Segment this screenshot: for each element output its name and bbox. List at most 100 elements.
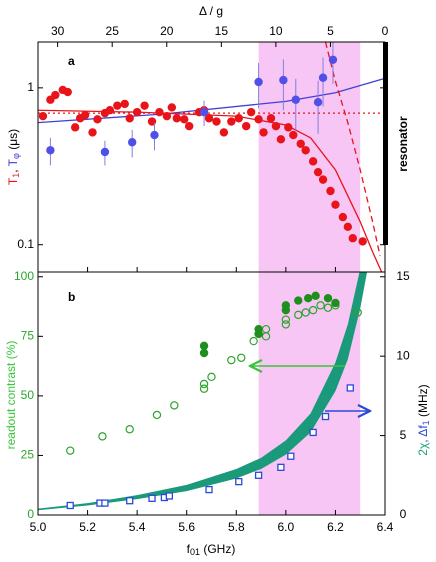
y-axis-label: T1, Tφ (μs): [6, 129, 21, 185]
top-tick-label: 5: [327, 24, 334, 38]
point: [291, 95, 300, 104]
y-tick-label: 50: [21, 388, 35, 402]
point: [63, 87, 72, 97]
y2-tick-label: 5: [400, 428, 407, 442]
point: [346, 384, 354, 392]
point: [343, 222, 353, 232]
point: [249, 336, 258, 346]
point: [150, 130, 159, 140]
point: [296, 139, 305, 148]
point: [51, 90, 60, 100]
point: [313, 167, 323, 177]
label-part: (MHz): [416, 384, 430, 420]
label-part: 01: [190, 547, 200, 557]
top-axis-label: Δ / g: [199, 4, 223, 18]
y2-tick-label: 0: [400, 507, 407, 521]
point: [105, 106, 115, 115]
label-part: 1: [11, 173, 21, 178]
point: [259, 128, 268, 137]
point: [113, 101, 122, 110]
point: [323, 303, 333, 312]
point: [308, 305, 318, 315]
point: [207, 372, 216, 382]
x-axis-label: f01 (GHz): [187, 542, 236, 557]
point: [235, 477, 243, 486]
point: [254, 329, 263, 339]
top-tick-label: 20: [160, 24, 174, 38]
point: [199, 379, 209, 389]
x-tick-label: 5.0: [30, 520, 47, 534]
point: [101, 499, 109, 507]
point: [276, 135, 286, 144]
label-part: φ: [11, 153, 21, 159]
label-part: (μs): [6, 129, 20, 153]
point: [46, 146, 55, 155]
point: [308, 157, 318, 166]
point: [234, 114, 243, 123]
point: [284, 123, 293, 132]
x-tick-label: 6.0: [278, 520, 295, 534]
point: [321, 412, 330, 421]
point: [162, 111, 172, 121]
point: [170, 401, 179, 410]
point: [323, 294, 333, 303]
shaded-region: [258, 42, 361, 272]
point: [353, 308, 362, 317]
point: [180, 115, 189, 124]
top-tick-label: 0: [382, 24, 389, 38]
point: [66, 446, 75, 455]
point: [287, 452, 295, 460]
x-tick-label: 6.4: [377, 520, 394, 534]
point: [301, 308, 310, 317]
point: [80, 110, 90, 120]
frame-b: [37, 271, 386, 516]
point: [313, 98, 323, 107]
point: [241, 121, 251, 131]
point: [318, 175, 328, 184]
y-tick-label: 25: [21, 448, 35, 462]
point: [338, 212, 348, 222]
fit-line: [324, 42, 381, 256]
point: [331, 298, 340, 308]
point: [199, 384, 209, 393]
point: [204, 114, 214, 123]
point: [303, 294, 313, 303]
x-tick-label: 5.4: [129, 520, 146, 534]
top-tick-label: 10: [269, 24, 283, 38]
point: [279, 75, 288, 85]
point: [125, 425, 134, 434]
label-part: , Δf: [416, 425, 430, 443]
point: [205, 485, 213, 494]
point: [199, 107, 209, 117]
point: [294, 296, 303, 305]
point: [155, 107, 164, 117]
point: [127, 138, 137, 147]
point: [167, 103, 177, 112]
y-tick-label: 1: [27, 80, 34, 94]
point: [316, 301, 325, 310]
plot-b: [38, 272, 368, 511]
point: [266, 114, 276, 123]
point: [254, 77, 263, 87]
fit-line: [38, 77, 385, 124]
label-part: 1: [421, 420, 431, 425]
point: [172, 114, 181, 123]
point: [100, 147, 110, 157]
top-tick-label: 30: [51, 24, 65, 38]
x-tick-label: 5.8: [228, 520, 245, 534]
point: [358, 237, 367, 246]
point: [38, 111, 48, 121]
y-tick-label: 0.1: [17, 237, 34, 251]
label-part: T: [6, 158, 20, 166]
point: [254, 471, 263, 479]
x-tick-label: 6.2: [327, 520, 344, 534]
point: [98, 432, 107, 441]
point: [125, 114, 134, 123]
point: [184, 121, 194, 131]
fit-line: [38, 109, 383, 272]
panel-label: a: [68, 54, 75, 68]
point: [88, 128, 97, 137]
label-part: T: [6, 177, 20, 185]
point: [331, 200, 340, 209]
